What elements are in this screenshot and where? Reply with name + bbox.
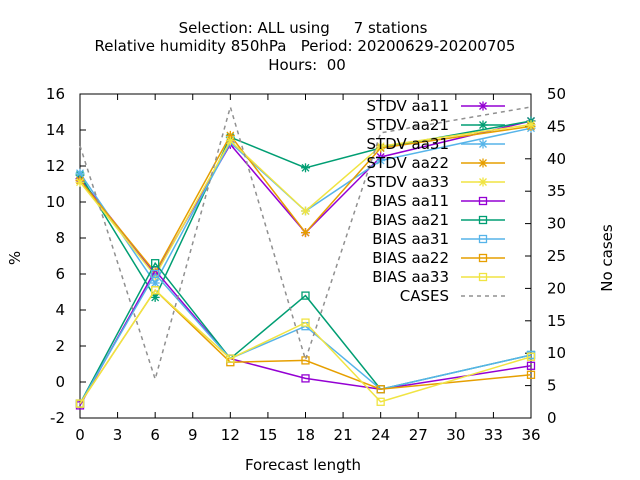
data-point <box>376 385 385 394</box>
y2-tick-label: 25 <box>547 247 566 265</box>
y-tick-label: 8 <box>55 229 65 247</box>
legend-marker <box>478 234 488 244</box>
y-tick-label: 2 <box>55 337 65 355</box>
y-tick-label: 6 <box>55 265 65 283</box>
y-tick-label: 16 <box>46 85 65 103</box>
axes <box>79 93 532 419</box>
legend-label: CASES <box>400 287 449 305</box>
legend-label: BIAS aa21 <box>372 211 449 229</box>
legend-marker <box>478 158 488 168</box>
x-tick-label: 15 <box>258 426 277 444</box>
data-point <box>151 286 160 295</box>
series-line <box>79 289 532 405</box>
y-tick-label: 4 <box>55 301 65 319</box>
legend-marker <box>478 120 488 130</box>
y-tick-label: 14 <box>46 121 65 139</box>
legend-label: STDV aa22 <box>367 154 449 172</box>
y-tick-label: 10 <box>46 193 65 211</box>
y2-tick-label: 40 <box>547 150 566 168</box>
x-tick-label: 18 <box>296 426 315 444</box>
y-axis-label: % <box>6 251 24 265</box>
legend-label: BIAS aa31 <box>372 230 449 248</box>
legend-marker <box>478 177 488 187</box>
tick-labels: 0 3 6 9 12 15 18 21 24 27 30 33 36-20246810121416051… <box>46 85 566 444</box>
y-tick-label: -2 <box>50 409 65 427</box>
title-line-1: Selection: ALL using 7 stations <box>179 19 428 37</box>
legend-marker <box>478 101 488 111</box>
legend-label: STDV aa11 <box>367 97 449 115</box>
legend-marker <box>478 272 488 282</box>
y2-axis-label: No cases <box>598 224 616 292</box>
legend-label: STDV aa21 <box>367 116 449 134</box>
title-line-3: Hours: 00 <box>268 56 346 74</box>
x-tick-label: 12 <box>221 426 240 444</box>
y2-tick-label: 35 <box>547 182 566 200</box>
y2-tick-label: 20 <box>547 279 566 297</box>
x-tick-label: 24 <box>371 426 390 444</box>
data-point <box>225 136 235 146</box>
legend-label: STDV aa31 <box>367 135 449 153</box>
data-point <box>75 399 85 408</box>
data-point <box>75 177 85 187</box>
data-point <box>301 291 310 300</box>
legend-label: BIAS aa33 <box>372 268 449 286</box>
data-point <box>301 163 310 173</box>
y2-tick-label: 5 <box>547 377 557 395</box>
series-line <box>79 289 532 405</box>
legend-marker <box>478 253 488 263</box>
y-tick-label: 12 <box>46 157 65 175</box>
series-line <box>79 120 532 299</box>
series-line <box>79 272 532 404</box>
x-tick-label: 27 <box>409 426 428 444</box>
y2-tick-label: 45 <box>547 117 566 135</box>
legend-label: BIAS aa22 <box>372 249 449 267</box>
x-tick-label: 9 <box>188 426 198 444</box>
data-point <box>151 259 160 268</box>
data-point <box>151 269 160 279</box>
legend-label: STDV aa33 <box>367 173 449 191</box>
legend-marker <box>478 215 488 225</box>
data-point <box>301 228 310 238</box>
y-tick-label: 0 <box>55 373 65 391</box>
data-point <box>376 397 385 406</box>
y2-tick-label: 0 <box>547 409 557 427</box>
legend-label: BIAS aa11 <box>372 192 449 210</box>
data-point <box>301 374 310 383</box>
y2-tick-label: 30 <box>547 215 566 233</box>
x-tick-label: 33 <box>484 426 503 444</box>
y2-tick-label: 10 <box>547 344 566 362</box>
x-tick-label: 30 <box>446 426 465 444</box>
x-tick-label: 3 <box>113 426 123 444</box>
y2-tick-label: 50 <box>547 85 566 103</box>
series-line <box>79 123 532 278</box>
x-tick-label: 36 <box>521 426 540 444</box>
legend-marker <box>478 196 488 206</box>
series-lines <box>75 104 536 410</box>
series-line <box>79 104 532 382</box>
x-axis-label: Forecast length <box>245 456 361 474</box>
legend-marker <box>478 139 488 149</box>
data-point <box>301 206 310 216</box>
series-line <box>79 127 532 285</box>
x-tick-label: 21 <box>334 426 353 444</box>
data-point <box>526 352 536 361</box>
y2-tick-label: 15 <box>547 312 566 330</box>
series-line <box>79 125 532 274</box>
x-tick-label: 0 <box>75 426 85 444</box>
data-point <box>526 361 536 370</box>
series-line <box>79 269 532 406</box>
x-tick-label: 6 <box>150 426 160 444</box>
data-point <box>526 370 536 379</box>
data-point <box>526 120 536 130</box>
data-point <box>226 354 235 363</box>
title-line-2: Relative humidity 850hPa Period: 2020062… <box>95 37 516 55</box>
data-point <box>301 356 310 365</box>
data-point <box>301 318 310 327</box>
data-point <box>376 141 386 151</box>
series-line <box>79 120 532 276</box>
data-point <box>376 156 386 166</box>
